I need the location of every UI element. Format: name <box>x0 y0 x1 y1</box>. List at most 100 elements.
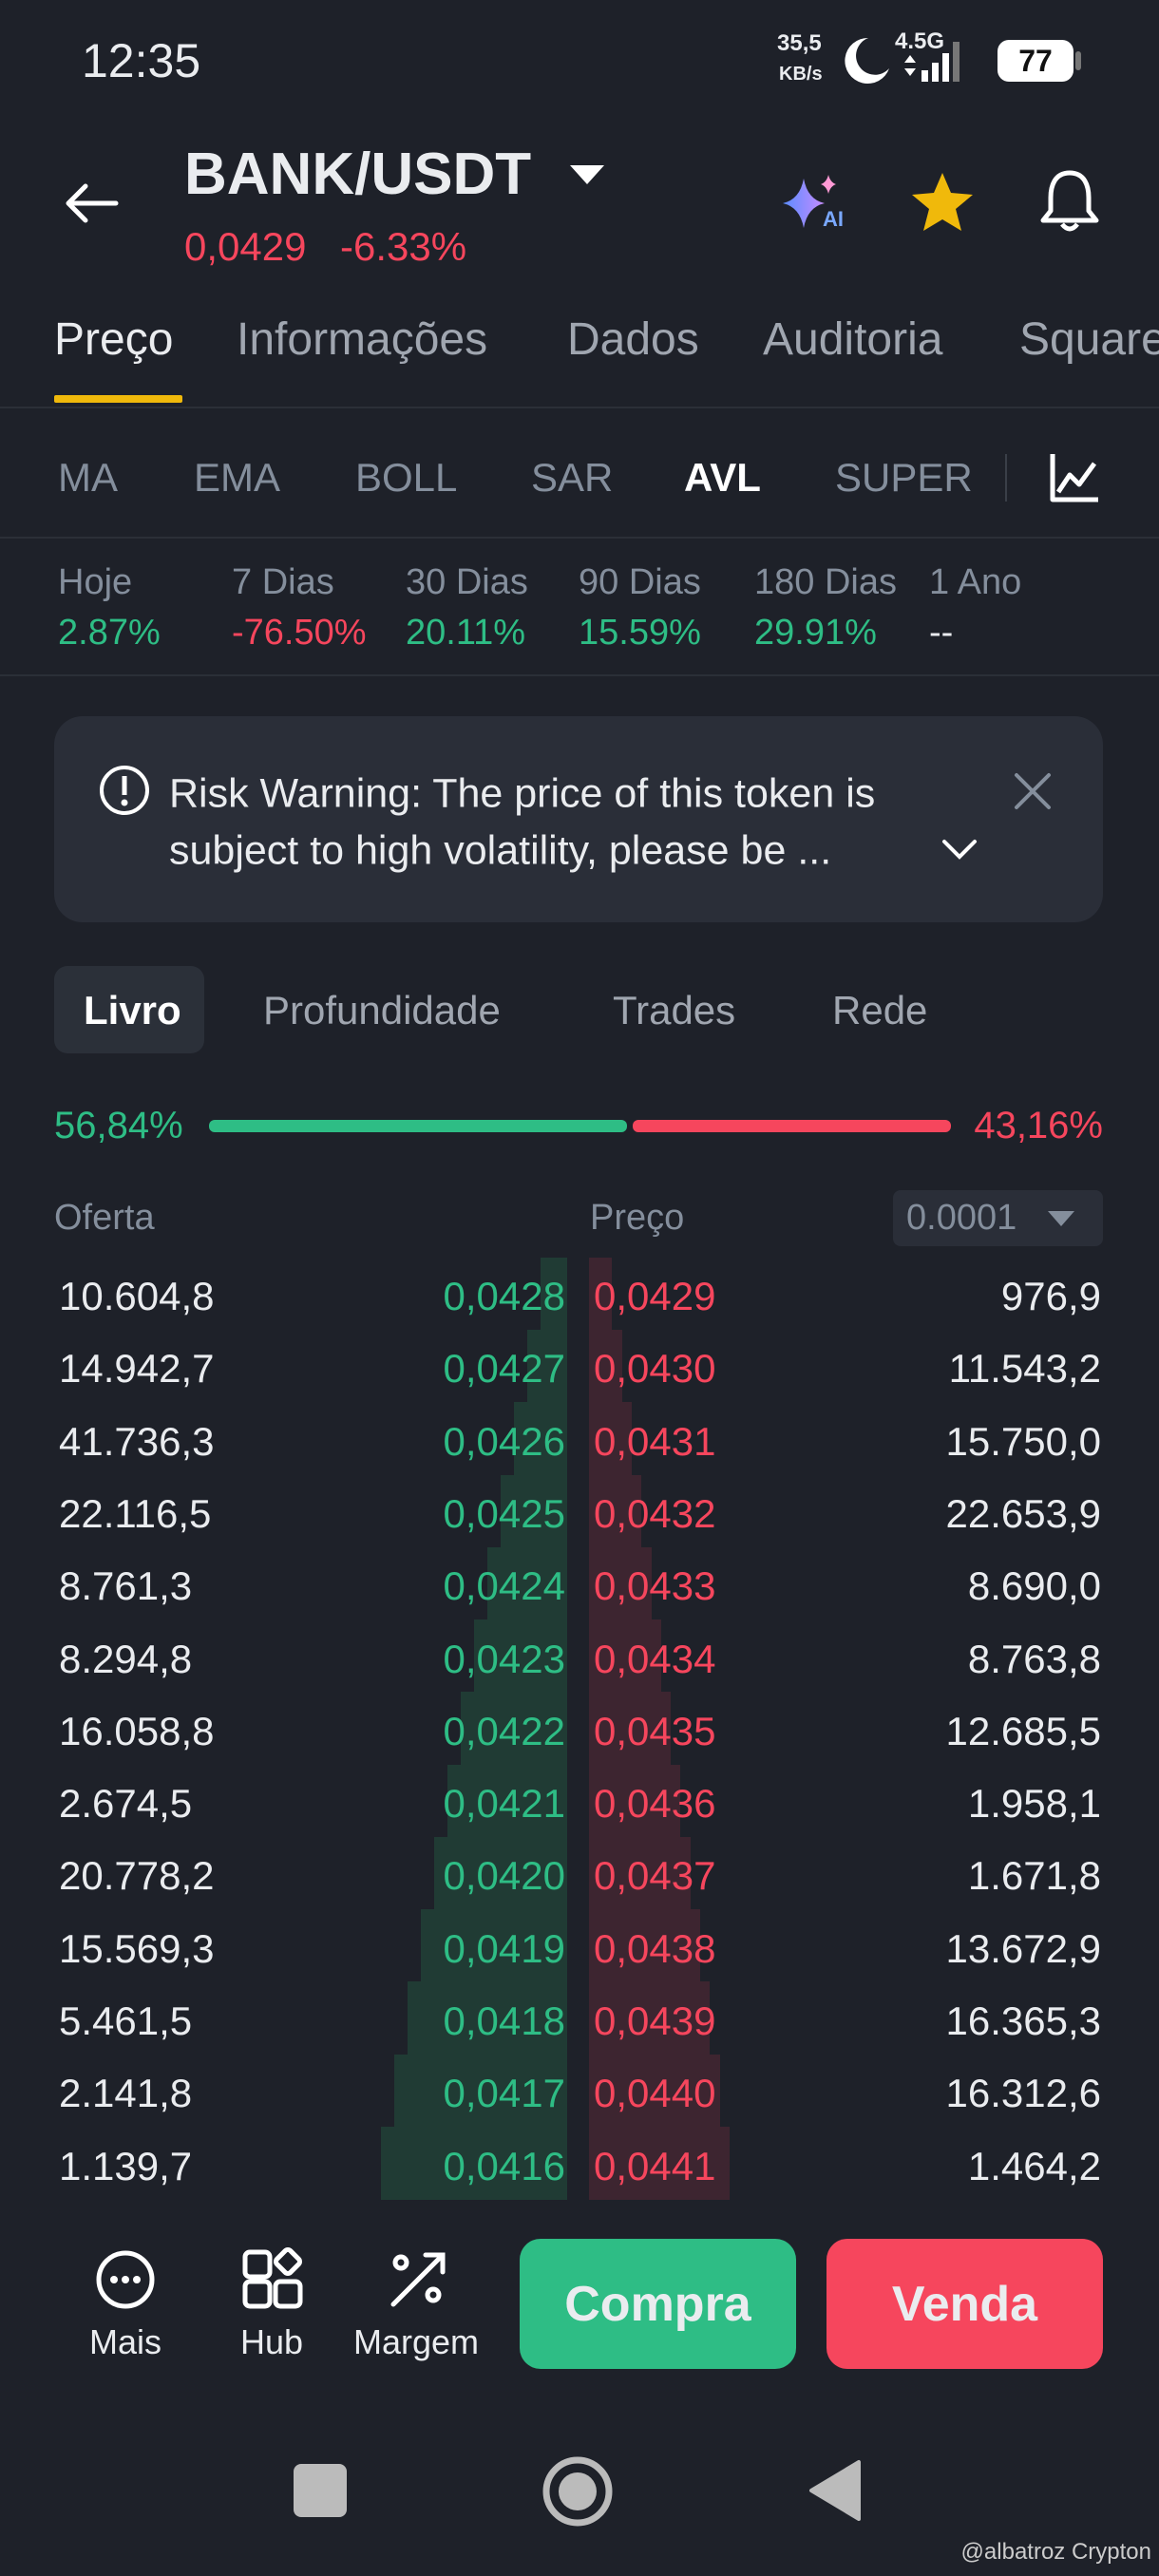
tab[interactable]: Dados <box>567 314 699 365</box>
ask-amount: 16.365,3 <box>945 1998 1102 2043</box>
bid-amount: 15.569,3 <box>59 1925 215 1971</box>
margin-icon[interactable] <box>388 2249 448 2310</box>
battery-level: 77 <box>1018 44 1053 78</box>
bid-depth <box>474 1619 567 1694</box>
sell-button-label[interactable]: Venda <box>891 2277 1038 2332</box>
bid-amount: 8.761,3 <box>59 1563 193 1609</box>
stat-label: 90 Dias <box>579 562 701 602</box>
hub-label[interactable]: Hub <box>239 2322 304 2361</box>
stat-label: 180 Dias <box>754 562 897 602</box>
watermark: @albatroz Crypton <box>960 2539 1151 2565</box>
tab[interactable]: Preço <box>54 314 174 365</box>
signal-icon <box>904 42 960 82</box>
ask-depth <box>589 1330 622 1404</box>
ask-amount: 1.958,1 <box>967 1781 1101 1827</box>
indicator[interactable]: SUPER <box>835 455 973 500</box>
tab[interactable]: Square <box>1019 314 1159 365</box>
indicator[interactable]: MA <box>58 455 118 500</box>
risk-warning-line: Risk Warning: The price of this token is <box>169 770 876 817</box>
net-speed-unit: KB/s <box>779 64 823 85</box>
bid-price: 0,0421 <box>443 1781 565 1827</box>
close-warning-button[interactable] <box>1013 771 1053 811</box>
buy-button[interactable] <box>520 2239 796 2369</box>
ask-depth <box>589 1836 691 1911</box>
divider <box>0 537 1159 539</box>
bid-depth <box>408 1981 567 2055</box>
moon-icon <box>845 37 889 84</box>
bid-amount: 10.604,8 <box>59 1274 215 1318</box>
bid-amount: 14.942,7 <box>59 1346 215 1392</box>
warning-icon <box>100 766 149 815</box>
bid-amount: 5.461,5 <box>59 1998 193 2043</box>
bid-depth <box>434 1836 567 1911</box>
book-tab[interactable]: Trades <box>613 988 736 1032</box>
ask-amount: 1.671,8 <box>967 1853 1101 1899</box>
ask-price: 0,0441 <box>594 2143 716 2188</box>
bid-amount: 1.139,7 <box>59 2143 193 2188</box>
price-column-header: Preço <box>590 1198 685 1238</box>
ai-button[interactable]: AI <box>781 173 847 234</box>
more-label[interactable]: Mais <box>88 2322 162 2361</box>
stat-value: 29.91% <box>754 613 877 653</box>
ask-amount: 8.763,8 <box>967 1636 1101 1681</box>
indicator[interactable]: AVL <box>684 455 761 500</box>
alert-button[interactable] <box>1039 169 1100 236</box>
margin-label[interactable]: Margem <box>352 2322 480 2361</box>
ask-depth <box>589 1764 681 1838</box>
battery-icon <box>998 40 1081 82</box>
bid-price: 0,0423 <box>443 1636 565 1681</box>
indicator[interactable]: SAR <box>531 455 614 500</box>
nav-home[interactable] <box>542 2455 614 2528</box>
stat-label: 1 Ano <box>929 562 1022 602</box>
ask-depth <box>589 1402 632 1476</box>
bid-depth <box>381 2126 567 2200</box>
bid-price: 0,0420 <box>443 1853 565 1899</box>
ask-depth <box>589 1909 701 1983</box>
sell-button[interactable] <box>826 2239 1103 2369</box>
tab[interactable]: Auditoria <box>763 314 943 365</box>
ask-amount: 13.672,9 <box>945 1925 1102 1971</box>
bid-depth <box>541 1258 567 1332</box>
pair-dropdown[interactable] <box>568 163 606 186</box>
ask-depth <box>589 1692 672 1766</box>
ask-price: 0,0439 <box>594 1998 716 2043</box>
chart-settings-button[interactable] <box>1049 452 1100 503</box>
risk-warning-line: subject to high volatility, please be ..… <box>169 827 832 874</box>
more-icon[interactable] <box>95 2249 156 2310</box>
book-tab[interactable]: Livro <box>84 988 181 1032</box>
bid-price: 0,0417 <box>443 2071 565 2116</box>
svg-text:AI: AI <box>823 207 844 231</box>
status-time: 12:35 <box>82 34 201 87</box>
bid-amount: 8.294,8 <box>59 1636 193 1681</box>
ask-price: 0,0434 <box>594 1636 716 1681</box>
ask-price: 0,0436 <box>594 1781 716 1827</box>
ask-amount: 12.685,5 <box>945 1708 1102 1753</box>
indicator[interactable]: EMA <box>194 455 281 500</box>
book-tab[interactable]: Profundidade <box>263 988 501 1032</box>
tab[interactable]: Informações <box>237 314 488 365</box>
indicator[interactable]: BOLL <box>355 455 458 500</box>
ask-amount: 15.750,0 <box>945 1418 1102 1464</box>
bid-price: 0,0419 <box>443 1925 565 1971</box>
price-change: -6.33% <box>340 224 467 269</box>
ask-depth <box>589 1619 661 1694</box>
bid-depth <box>527 1330 567 1404</box>
active-tab-indicator <box>54 395 182 403</box>
expand-warning-button[interactable] <box>940 838 978 862</box>
stat-label: 30 Dias <box>406 562 528 602</box>
back-button[interactable] <box>63 182 120 224</box>
network-type: 4.5G <box>895 28 945 54</box>
ask-price: 0,0432 <box>594 1490 716 1536</box>
pair-title[interactable]: BANK/USDT <box>184 142 532 207</box>
book-tab[interactable]: Rede <box>832 988 928 1032</box>
hub-icon[interactable] <box>242 2247 303 2310</box>
bid-price: 0,0428 <box>443 1274 565 1318</box>
buy-button-label[interactable]: Compra <box>564 2277 751 2332</box>
favorite-button[interactable] <box>910 171 975 234</box>
bid-amount: 16.058,8 <box>59 1708 215 1753</box>
nav-recents[interactable] <box>294 2464 347 2517</box>
precision-dropdown <box>1048 1211 1074 1226</box>
nav-back[interactable] <box>808 2460 863 2521</box>
